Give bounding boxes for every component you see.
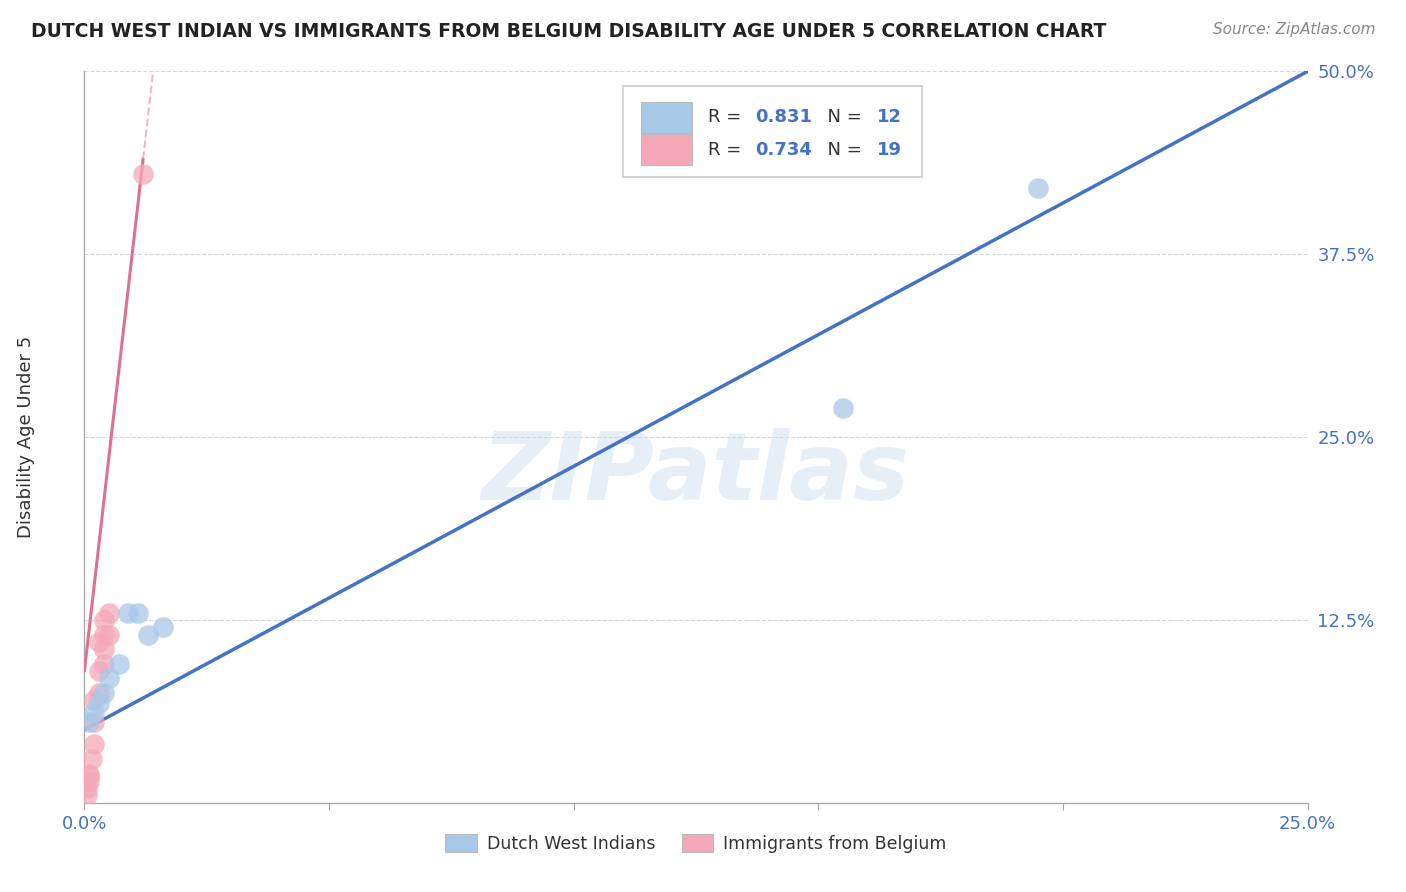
Point <box>93 642 115 657</box>
Point <box>136 627 159 641</box>
Text: 19: 19 <box>877 141 903 159</box>
Text: 12: 12 <box>877 109 903 127</box>
Point <box>97 606 120 620</box>
Text: DUTCH WEST INDIAN VS IMMIGRANTS FROM BELGIUM DISABILITY AGE UNDER 5 CORRELATION : DUTCH WEST INDIAN VS IMMIGRANTS FROM BEL… <box>31 22 1107 41</box>
Text: Source: ZipAtlas.com: Source: ZipAtlas.com <box>1212 22 1375 37</box>
Text: 0.831: 0.831 <box>755 109 811 127</box>
Point <box>132 167 155 181</box>
Text: ZIPatlas: ZIPatlas <box>482 427 910 520</box>
Point <box>87 696 110 710</box>
Point <box>87 635 110 649</box>
Point <box>87 664 110 678</box>
Point <box>93 657 115 671</box>
Point <box>1028 181 1050 195</box>
Point <box>76 781 98 796</box>
Point <box>77 715 100 730</box>
Point <box>97 672 120 686</box>
Point <box>93 627 115 641</box>
Point <box>107 657 129 671</box>
Text: N =: N = <box>815 109 868 127</box>
Legend: Dutch West Indians, Immigrants from Belgium: Dutch West Indians, Immigrants from Belg… <box>439 827 953 860</box>
Point <box>83 715 105 730</box>
Text: R =: R = <box>709 109 747 127</box>
Point <box>127 606 149 620</box>
Point <box>93 686 115 700</box>
Text: Disability Age Under 5: Disability Age Under 5 <box>17 336 35 538</box>
Point <box>77 766 100 780</box>
Point <box>87 686 110 700</box>
Text: 0.734: 0.734 <box>755 141 811 159</box>
Point <box>831 401 853 415</box>
Text: N =: N = <box>815 141 868 159</box>
Point <box>117 606 139 620</box>
Point <box>93 613 115 627</box>
Point <box>97 627 120 641</box>
Point <box>83 705 105 719</box>
Point <box>77 769 100 783</box>
Point <box>83 693 105 707</box>
Point <box>76 789 98 803</box>
FancyBboxPatch shape <box>641 135 692 165</box>
Text: R =: R = <box>709 141 747 159</box>
Point <box>152 620 174 634</box>
Point <box>80 752 103 766</box>
FancyBboxPatch shape <box>641 102 692 133</box>
Point <box>77 773 100 788</box>
FancyBboxPatch shape <box>623 86 922 178</box>
Point <box>83 737 105 751</box>
